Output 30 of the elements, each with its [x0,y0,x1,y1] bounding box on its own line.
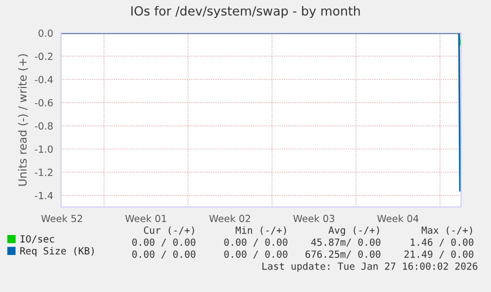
x-tick-label: Week 04 [377,214,419,222]
text: Max (-/+) [422,226,472,235]
text: 676.25m/ 0.00 [306,250,380,259]
text: 45.87m/ 0.00 [311,238,380,247]
text: 0.00 / 0.00 [132,250,196,259]
y-tick-label: 0.0 [38,29,53,37]
text: 0.00 / 0.00 [224,250,288,259]
x-tick-label: Week 03 [293,214,334,222]
text: Cur (-/+) [144,226,194,235]
text: 0.00 / 0.00 [132,238,196,247]
x-tick-label: Week 02 [209,214,250,222]
text: 1.46 / 0.00 [410,238,474,247]
x-tick-label: Week 52 [41,214,82,222]
text: Min (-/+) [236,226,286,235]
y-tick-label: -0.8 [34,122,53,130]
text: 21.49 / 0.00 [404,250,474,259]
y-tick-label: -1.0 [34,145,53,153]
legend-label: Req Size (KB) [20,246,94,256]
y-tick-label: -1.2 [34,168,52,176]
y-tick-label: -0.4 [34,76,53,84]
y-tick-label: -0.2 [34,52,52,60]
legend-label: IO/sec [20,235,54,244]
text: Avg (-/+) [328,226,379,236]
text: Last update: Tue Jan 27 16:00:02 2026 [262,262,478,272]
y-axis-title: Units read (-) / write (+) [18,54,28,186]
y-tick-label: -1.4 [34,192,53,200]
x-tick-label: Week 01 [125,214,166,222]
text: 0.00 / 0.00 [224,238,288,247]
chart-title: IOs for /dev/system/swap - by month [131,6,360,18]
y-tick-label: -0.6 [34,99,53,106]
